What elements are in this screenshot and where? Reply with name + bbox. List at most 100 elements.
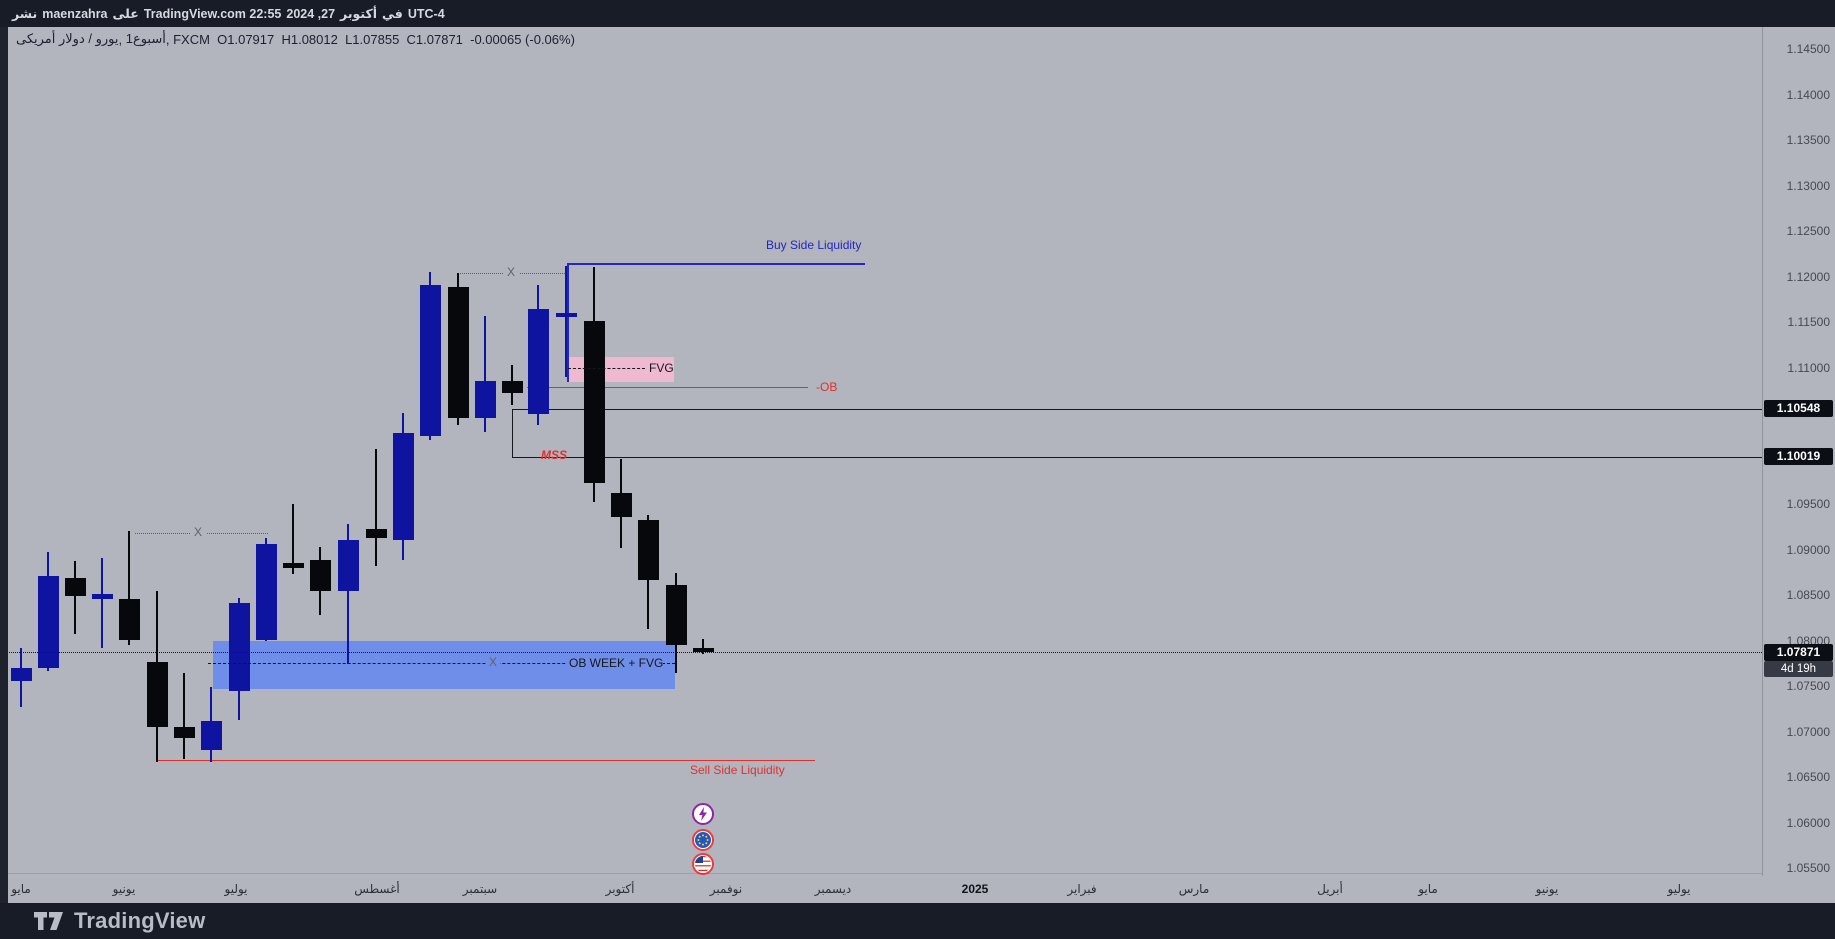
symbol-header-timeframe: 1أسبوع	[125, 31, 166, 46]
time-axis-label[interactable]: فبراير	[1067, 882, 1097, 896]
candle[interactable]	[200, 720, 222, 750]
candle[interactable]	[228, 603, 250, 692]
candle[interactable]	[255, 544, 277, 640]
publish-bar-token-3: TradingView.com 22:55	[143, 6, 282, 21]
price-badge[interactable]: 1.10548	[1764, 400, 1833, 418]
candle[interactable]	[474, 381, 496, 419]
tradingview-logo-text: TradingView	[74, 908, 206, 933]
candle[interactable]	[118, 598, 140, 641]
candle-wick	[565, 266, 567, 377]
candle[interactable]	[146, 662, 168, 727]
publish-info-bar: نشر maenzahra على TradingView.com 22:55 2024…	[0, 0, 1835, 27]
mss-upper-line[interactable]	[512, 408, 1762, 410]
candle[interactable]	[91, 594, 113, 599]
time-axis-label[interactable]: مايو	[1418, 882, 1438, 896]
event-icon-lightning[interactable]	[692, 803, 714, 825]
price-tick-label[interactable]: 1.11000	[1787, 360, 1831, 375]
ob-week-x-marker: X	[486, 655, 501, 669]
event-icon-eu-flag[interactable]	[692, 829, 714, 851]
candle[interactable]	[337, 540, 359, 592]
price-tick-label[interactable]: 1.11500	[1787, 315, 1831, 329]
candle[interactable]	[309, 559, 331, 592]
ob-week-midline[interactable]	[208, 663, 675, 664]
ob-line[interactable]	[527, 387, 808, 388]
candle[interactable]	[392, 433, 414, 541]
symbol-header-symbol: يورو / دولار أمريكى	[16, 31, 119, 46]
candle[interactable]	[64, 577, 86, 596]
sell-side-liquidity-label[interactable]: Sell Side Liquidity	[690, 763, 785, 777]
price-tick-label[interactable]: 1.07000	[1786, 724, 1830, 739]
symbol-ohlc-header[interactable]: يورو / دولار أمريكى, 1أسبوع, FXCM O1.079…	[16, 30, 575, 48]
price-tick-label[interactable]: 1.05500	[1786, 861, 1830, 875]
candle[interactable]	[527, 309, 549, 414]
time-axis-label[interactable]: أبريل	[1317, 882, 1343, 896]
candle[interactable]	[282, 563, 304, 568]
price-tick-label[interactable]: 1.12500	[1786, 224, 1830, 238]
time-axis-label[interactable]: ديسمبر	[814, 882, 852, 896]
current-price-line[interactable]	[0, 652, 1762, 654]
candle[interactable]	[37, 575, 59, 668]
time-axis-label[interactable]: يونيو	[1535, 882, 1559, 896]
publish-bar-token-1: maenzahra	[42, 6, 108, 21]
mss-connector-line[interactable]	[512, 408, 513, 457]
time-axis-label[interactable]: أغسطس	[354, 882, 400, 896]
price-tick-label[interactable]: 1.06500	[1786, 770, 1830, 784]
price-tick-label[interactable]: 1.13500	[1786, 133, 1830, 147]
candle[interactable]	[583, 321, 605, 484]
time-axis-label[interactable]: يونيو	[112, 882, 136, 896]
time-axis-label[interactable]: مارس	[1178, 882, 1210, 896]
candle[interactable]	[501, 381, 523, 393]
buy-side-liquidity-label[interactable]: Buy Side Liquidity	[766, 238, 862, 252]
publish-bar-token-4: 2024 ,27	[286, 6, 336, 21]
price-tick-label[interactable]: 1.13000	[1786, 178, 1830, 193]
price-tick-label[interactable]: 1.09500	[1786, 497, 1830, 511]
candle-wick	[292, 504, 294, 575]
time-axis-label[interactable]: يوليو	[1667, 882, 1691, 896]
candle[interactable]	[610, 493, 632, 517]
candle-wick	[128, 531, 130, 646]
mss-label[interactable]: MSS	[541, 448, 568, 462]
event-icon-us-flag[interactable]	[692, 853, 714, 875]
price-badge[interactable]: 1.10019	[1764, 448, 1833, 466]
publish-bar-token-7: UTC-4	[407, 6, 445, 21]
footer-bar: TradingView	[0, 903, 1835, 939]
price-tick-label[interactable]: 1.14000	[1786, 87, 1830, 102]
price-tick-label[interactable]: 1.07500	[1786, 679, 1830, 693]
time-axis-label[interactable]: مايو	[11, 882, 31, 896]
candle[interactable]	[419, 284, 441, 436]
sell-side-liquidity-line[interactable]	[157, 760, 815, 761]
buy-side-liquidity-line[interactable]	[567, 263, 865, 265]
fvg-midline[interactable]	[568, 368, 645, 369]
candle[interactable]	[10, 667, 32, 681]
price-tick-label[interactable]: 1.14500	[1786, 42, 1830, 56]
fvg-label[interactable]: FVG	[649, 361, 674, 375]
price-tick-label[interactable]: 1.12000	[1786, 269, 1830, 284]
buy-side-liquidity-vertical[interactable]	[567, 263, 569, 382]
symbol-header-sep-3: ,	[165, 31, 174, 47]
publish-bar-token-0: نشر	[12, 7, 38, 21]
candle[interactable]	[173, 726, 195, 738]
candle-wick	[347, 524, 349, 665]
candle[interactable]	[555, 312, 577, 318]
ob-label[interactable]: -OB	[816, 380, 838, 394]
price-countdown-badge: 4d 19h	[1764, 661, 1833, 678]
price-tick-label[interactable]: 1.06000	[1786, 815, 1830, 830]
time-axis-separator	[0, 873, 1762, 874]
candle-wick	[183, 673, 185, 759]
price-badge[interactable]: 1.07871	[1764, 643, 1833, 661]
time-axis-label[interactable]: 2025	[961, 882, 989, 896]
time-axis-label[interactable]: سبتمبر	[462, 882, 498, 896]
time-axis-label[interactable]: أكتوبر	[605, 882, 635, 896]
candle[interactable]	[365, 528, 387, 538]
candle[interactable]	[637, 520, 659, 580]
price-tick-label[interactable]: 1.09000	[1786, 542, 1830, 557]
time-axis-label[interactable]: يوليو	[224, 882, 248, 896]
candle[interactable]	[665, 584, 687, 646]
candle[interactable]	[692, 648, 714, 653]
time-axis-label[interactable]: نوفمبر	[709, 882, 743, 896]
mss-lower-line[interactable]	[512, 456, 1762, 458]
price-tick-label[interactable]: 1.08500	[1786, 588, 1830, 602]
ob-week-fvg-label[interactable]: OB WEEK + FVG	[566, 656, 664, 670]
candle[interactable]	[447, 286, 469, 419]
